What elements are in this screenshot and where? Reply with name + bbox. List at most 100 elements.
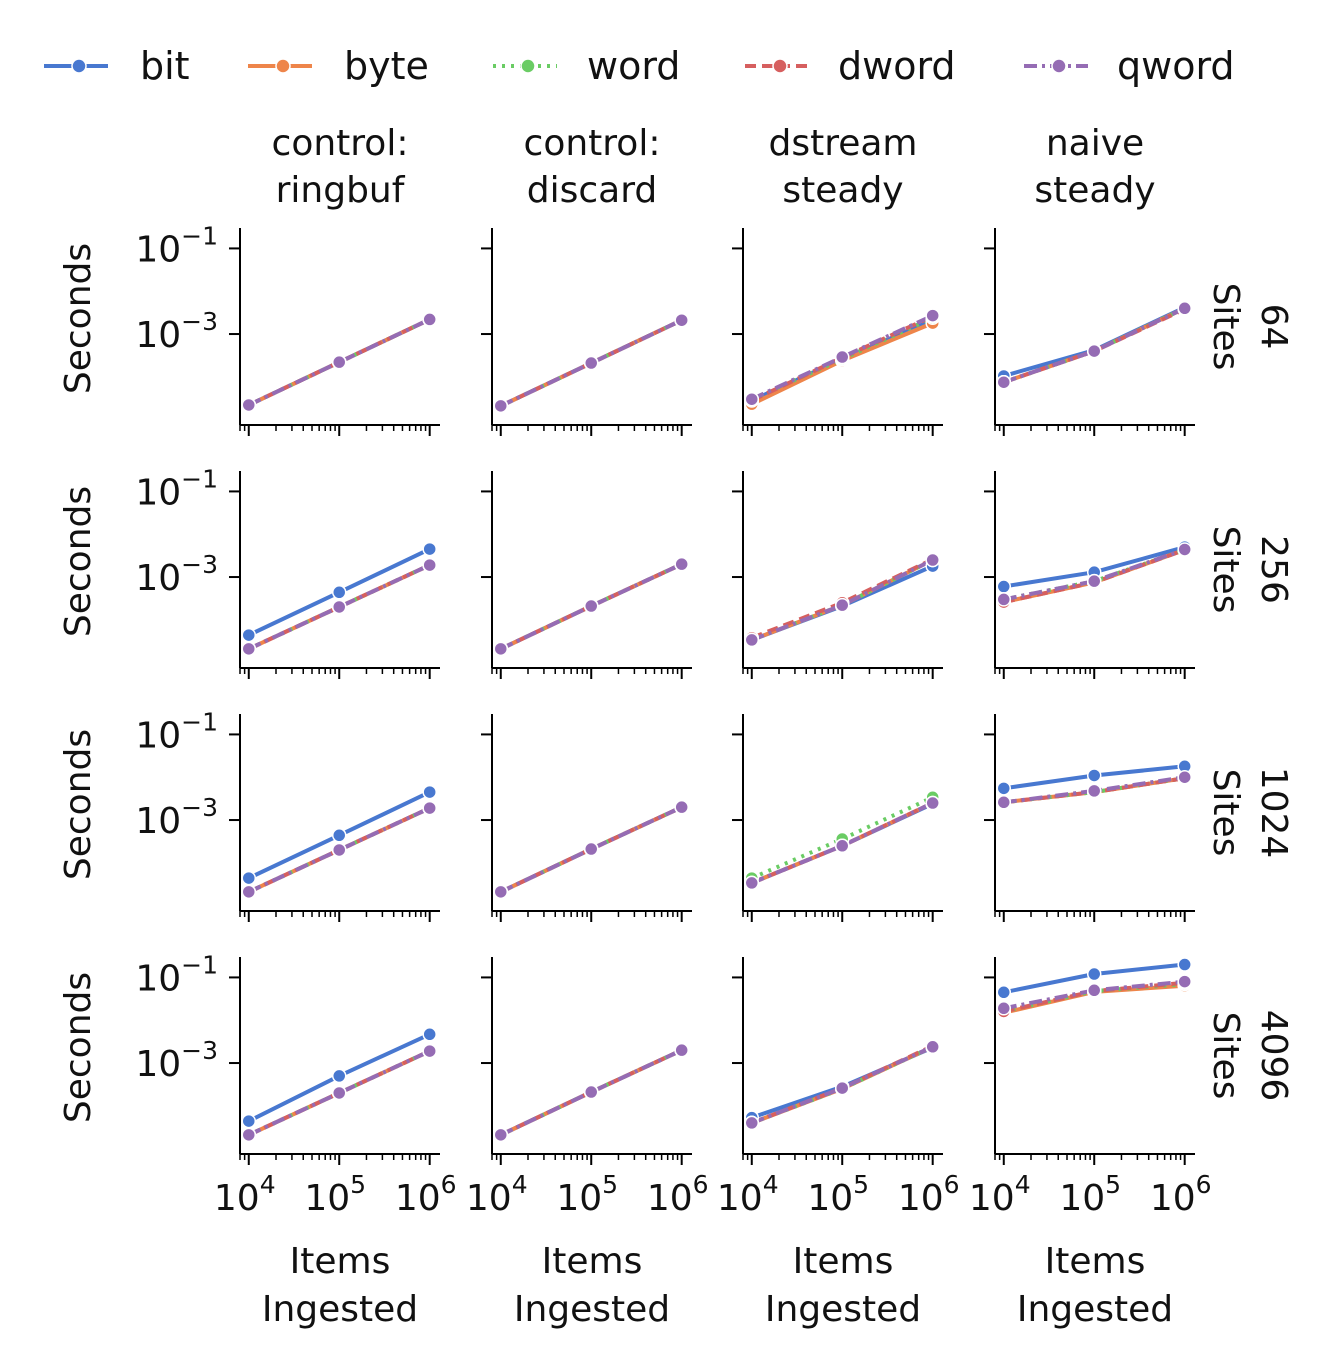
- data-point-qword: [583, 841, 599, 857]
- x-tick-label: 104: [717, 1170, 779, 1219]
- x-tick-label: 105: [556, 1170, 618, 1219]
- x-axis-label-line1: Items: [793, 1241, 894, 1282]
- data-point-qword: [331, 354, 347, 370]
- x-tick-label: 106: [647, 1170, 709, 1219]
- data-point-qword: [1177, 974, 1192, 989]
- panel: [732, 228, 943, 436]
- series-line-qword: [499, 805, 683, 894]
- panel: 10−1 10−3 Seconds: [58, 707, 440, 922]
- data-point-bit: [422, 1027, 437, 1042]
- data-point-bit: [1177, 957, 1192, 972]
- data-point-qword: [1177, 769, 1192, 785]
- row-title-unit: Sites: [1205, 1012, 1246, 1100]
- series-line-bit: [1003, 305, 1186, 378]
- legend-marker-bit: [71, 58, 87, 74]
- panel: [984, 228, 1195, 436]
- column-title-line2: steady: [1034, 170, 1155, 211]
- data-point-qword: [241, 397, 257, 413]
- data-point-qword: [331, 599, 347, 615]
- data-point-qword: [1086, 573, 1102, 589]
- data-point-bit: [241, 870, 257, 886]
- data-point-qword: [583, 598, 599, 614]
- data-point-qword: [583, 355, 599, 371]
- legend-item-word: word: [493, 44, 680, 88]
- data-point-qword: [674, 312, 689, 328]
- data-point-qword: [744, 632, 760, 648]
- x-axis-label-line2: Ingested: [765, 1289, 921, 1330]
- data-point-qword: [834, 349, 850, 365]
- series-line-qword: [499, 318, 683, 408]
- data-point-qword: [925, 552, 940, 568]
- data-point-bit: [996, 781, 1012, 796]
- panel: [481, 471, 692, 679]
- data-point-qword: [493, 398, 509, 414]
- y-tick-label: 10−3: [135, 307, 218, 356]
- data-point-qword: [834, 1080, 850, 1096]
- legend-label-dword: dword: [838, 44, 956, 88]
- panel: 10−1 10−3 Seconds: [58, 221, 440, 436]
- panels: 10−1 10−3 Seconds 10−1 10−3 Seconds 10−1 10−3 Se…: [58, 221, 1212, 1330]
- data-point-bit: [1086, 768, 1102, 783]
- data-point-qword: [241, 641, 257, 657]
- panel: 10−1 10−3 Seconds: [58, 464, 440, 679]
- data-point-qword: [1177, 542, 1192, 557]
- data-point-qword: [1086, 783, 1102, 799]
- data-point-bit: [331, 828, 347, 843]
- x-tick-label: 105: [1059, 1170, 1121, 1219]
- data-point-qword: [1086, 343, 1102, 359]
- data-point-qword: [925, 795, 940, 811]
- panel: [984, 714, 1195, 922]
- legend-label-bit: bit: [140, 44, 190, 88]
- series-line-qword: [1003, 775, 1185, 805]
- data-point-bit: [996, 985, 1012, 1000]
- row-title-unit: Sites: [1205, 526, 1246, 614]
- data-point-qword: [241, 1127, 257, 1143]
- series-line-qword: [247, 806, 431, 894]
- legend-item-bit: bit: [44, 44, 190, 88]
- data-point-qword: [1177, 301, 1192, 316]
- row-title-unit: Sites: [1205, 769, 1246, 857]
- data-point-bit: [422, 784, 437, 800]
- data-point-qword: [834, 838, 850, 854]
- x-axis-label-line1: Items: [1045, 1241, 1146, 1282]
- data-point-qword: [583, 1084, 599, 1100]
- data-point-bit: [241, 1113, 257, 1129]
- row-title-value: 256: [1253, 535, 1294, 604]
- data-point-qword: [744, 1115, 760, 1131]
- column-title-line1: control:: [524, 123, 661, 164]
- panel: [984, 471, 1195, 679]
- data-point-qword: [1086, 983, 1102, 998]
- data-point-qword: [674, 1042, 689, 1058]
- series-line-qword: [247, 1049, 431, 1137]
- panel: 10−1 10−3 104 105 106 Seconds Items Ingested: [58, 950, 457, 1330]
- panel: [481, 228, 692, 436]
- data-point-qword: [493, 1127, 509, 1143]
- panel: [732, 714, 943, 922]
- data-point-bit: [331, 585, 347, 600]
- data-point-qword: [996, 374, 1012, 390]
- data-point-qword: [422, 1043, 437, 1059]
- data-point-qword: [834, 597, 850, 613]
- x-tick-label: 106: [395, 1170, 457, 1219]
- data-point-qword: [331, 842, 347, 858]
- column-title-line2: steady: [782, 170, 903, 211]
- data-point-qword: [744, 391, 760, 407]
- series-line-qword: [1003, 979, 1185, 1011]
- series-line-qword: [247, 317, 431, 407]
- y-axis-label: Seconds: [58, 243, 99, 394]
- row-title-value: 4096: [1253, 1010, 1294, 1102]
- data-point-qword: [744, 875, 760, 891]
- data-point-qword: [331, 1085, 347, 1101]
- series-line-qword: [1003, 306, 1186, 385]
- panel: [732, 471, 943, 679]
- series-line-word: [751, 795, 934, 880]
- legend-label-word: word: [587, 44, 680, 88]
- x-axis-label-line2: Ingested: [514, 1289, 670, 1330]
- x-axis-label-line1: Items: [542, 1241, 643, 1282]
